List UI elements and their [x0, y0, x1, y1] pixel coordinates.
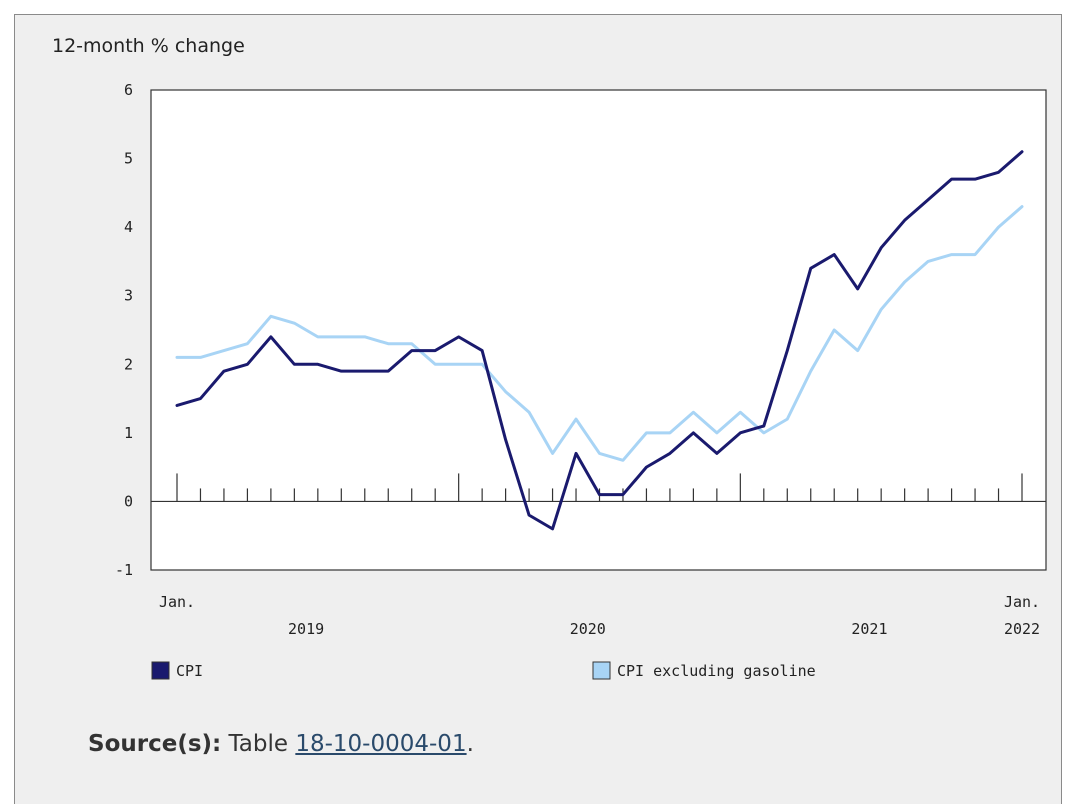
chart-legend: CPI CPI excluding gasoline [151, 661, 816, 680]
legend-swatch [151, 661, 170, 680]
y-tick-label: -1 [115, 561, 133, 579]
x-year-label: 2022 [1004, 620, 1040, 638]
source-label: Source(s): [88, 731, 222, 757]
x-tick-label: Jan. [1004, 593, 1040, 611]
chart-series [175, 150, 1024, 531]
x-year-label: 2021 [851, 620, 887, 638]
legend-label: CPI excluding gasoline [617, 662, 816, 680]
plot-area [150, 89, 1047, 571]
x-year-label: 2020 [570, 620, 606, 638]
legend-label: CPI [176, 662, 203, 680]
y-tick-label: 5 [124, 150, 133, 168]
y-tick-label: 6 [124, 81, 133, 99]
source-suffix: . [466, 731, 474, 757]
y-tick-label: 1 [124, 424, 133, 442]
chart-axes: -1 0 1 2 3 4 5 6 Jan. Jan. 2019 2020 2021 2022 [115, 81, 1047, 638]
y-tick-label: 0 [124, 492, 133, 510]
source-text: Table [228, 731, 289, 757]
y-tick-label: 2 [124, 355, 133, 373]
source-note: Source(s): Table 18-10-0004-01. [88, 731, 474, 757]
series-line [175, 205, 1024, 462]
chart-figure: 12-month % change -1 0 1 2 3 4 5 6 Jan. Jan. 2019 2… [14, 14, 1062, 804]
series-line [175, 150, 1024, 531]
line-chart: 12-month % change -1 0 1 2 3 4 5 6 Jan. Jan. 2019 2… [52, 35, 1047, 680]
y-tick-label: 3 [124, 287, 133, 305]
y-tick-label: 4 [124, 218, 133, 236]
source-table-link[interactable]: 18-10-0004-01 [295, 731, 467, 757]
y-axis-title: 12-month % change [52, 35, 245, 57]
x-tick-label: Jan. [159, 593, 195, 611]
x-year-label: 2019 [288, 620, 324, 638]
legend-swatch [592, 661, 611, 680]
